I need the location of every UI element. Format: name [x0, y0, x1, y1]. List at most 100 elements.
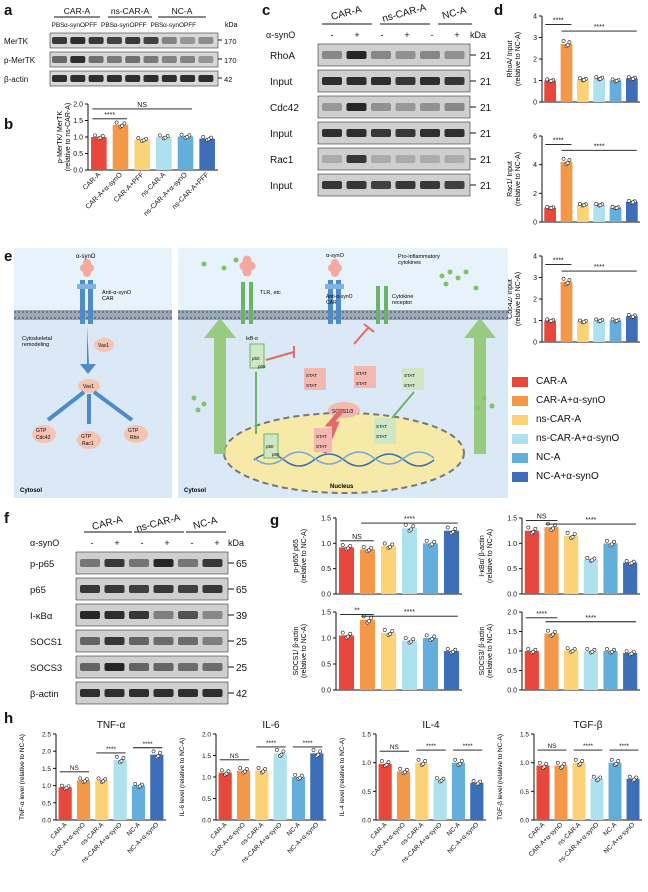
stat-dimer-nuclear [314, 428, 332, 452]
data-point [451, 649, 455, 654]
data-point [546, 628, 550, 633]
legend-item: NC-A+α-synO [512, 467, 648, 486]
band-body [104, 611, 125, 619]
inhibition-bar [363, 323, 375, 333]
data-point [631, 200, 635, 205]
legend-swatch [512, 414, 528, 425]
data-point [598, 319, 603, 323]
data-point [572, 532, 577, 536]
data-point [388, 632, 392, 636]
treatment-sign: + [214, 538, 219, 548]
p65-label: p65 [272, 452, 280, 457]
blot-band [444, 181, 465, 189]
blot-row-label: p65 [30, 585, 46, 596]
band-body [371, 103, 391, 111]
target-cdc42: Cdc42 [36, 435, 51, 441]
band-body [80, 611, 100, 619]
data-point [632, 777, 637, 782]
band-body [346, 103, 367, 111]
blot-band [395, 103, 416, 111]
bar-nc-a-syno [310, 753, 324, 820]
y-tick-label: 0 [533, 100, 537, 107]
blot-band [104, 663, 125, 671]
treatment-sign: - [141, 538, 144, 548]
blot-row-label: I-κBα [30, 611, 53, 622]
kda-value: 25 [236, 663, 248, 674]
arrow-cdc42 [46, 390, 86, 422]
bar-car-a [218, 772, 232, 820]
bar-ns-car-a-syno [433, 779, 447, 820]
y-tick-label: 1.5 [202, 753, 211, 760]
y-tick-label: 1.5 [362, 732, 371, 739]
y-tick-label: 1.0 [507, 649, 517, 656]
data-point [379, 759, 384, 763]
y-tick-label: 4 [533, 162, 537, 169]
treatment-sign: - [381, 30, 384, 40]
cytokine-receptor-label: Cytokine receptor [392, 294, 413, 306]
data-point [434, 775, 439, 780]
x-tick-label: CAR-A [82, 171, 103, 192]
significance-label: **** [143, 741, 154, 748]
data-point [244, 767, 249, 771]
bar-nc-a-syno [443, 530, 460, 594]
y-axis-label: RhoA/ Input(relative to NC-A) [507, 32, 522, 86]
data-point [610, 317, 615, 322]
stat-dimer [354, 366, 376, 388]
stat-label: STAT [306, 383, 317, 388]
data-point [598, 76, 603, 81]
bar-nc-a-syno [150, 754, 164, 820]
band-body [322, 51, 342, 59]
blot-band [202, 611, 223, 619]
blot-band [371, 155, 391, 163]
blot-band [346, 51, 367, 59]
band-body [371, 77, 391, 85]
data-point [120, 123, 124, 128]
bar-ns-car-a [95, 780, 109, 820]
data-point [151, 749, 156, 754]
data-point [424, 538, 429, 543]
bar-ns-car-a-syno [113, 759, 127, 820]
blot-band [322, 103, 342, 111]
y-tick-label: 2.5 [42, 732, 51, 739]
data-point [577, 318, 582, 323]
data-point [614, 761, 619, 766]
y-tick-label: 1.5 [520, 732, 529, 739]
blot-row-label: MerTK [4, 37, 29, 46]
legend-swatch [512, 395, 528, 406]
blot-band [106, 75, 122, 82]
plot-area: 0 2 4 6 Rac1/ Input(relative to NC-A) **** ***… [507, 134, 640, 227]
band-body [153, 689, 174, 697]
blot-band [129, 611, 149, 619]
blot-row-label: β-actin [30, 689, 59, 700]
bar-nc-a [291, 777, 306, 820]
y-axis-label-line: (relative to NC-A) [515, 272, 522, 326]
down-arrow [80, 326, 96, 374]
treatment-sign: + [164, 538, 169, 548]
y-tick-label: 0 [533, 340, 537, 347]
vav1-p-label: Vav1 [83, 384, 94, 390]
data-point [537, 760, 542, 765]
band-body [52, 37, 67, 44]
lane-label: α-synO [163, 22, 184, 29]
data-point [390, 629, 395, 633]
band-body [420, 155, 440, 163]
significance-label: NS [352, 534, 362, 541]
stat-label: STAT [356, 371, 367, 376]
y-tick-label: 1.0 [42, 783, 51, 790]
bar-car-a-syno [544, 527, 559, 594]
blot-row-label: p-p65 [30, 559, 54, 570]
data-point [526, 525, 531, 530]
right-ligand [328, 259, 342, 277]
blot-band [153, 585, 174, 593]
data-point [369, 546, 374, 550]
band-body [198, 56, 214, 63]
data-point [561, 39, 566, 43]
band-body [161, 75, 177, 82]
y-tick-label: 0.0 [202, 818, 211, 825]
stat-label: STAT [376, 424, 387, 429]
blot-band [322, 155, 342, 163]
data-point [526, 647, 531, 651]
band-body [371, 51, 391, 59]
data-point [409, 527, 413, 532]
bar-car-a-syno [560, 161, 573, 222]
